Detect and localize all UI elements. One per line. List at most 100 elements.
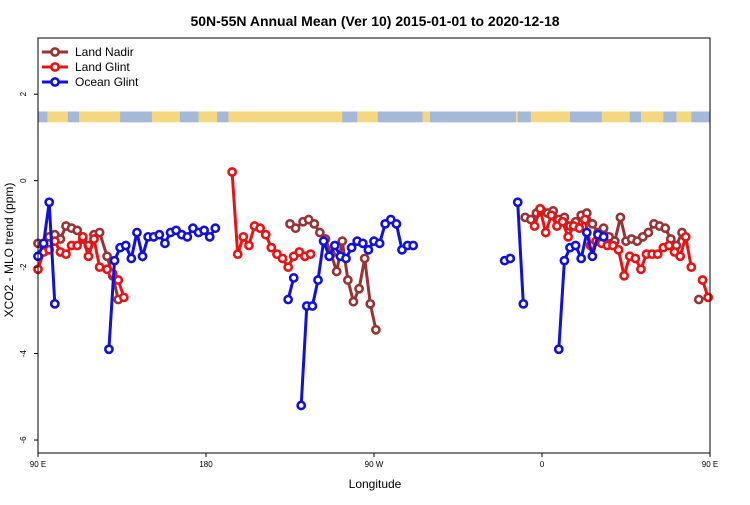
data-point-ocean-glint <box>283 294 294 305</box>
data-point-ocean-glint <box>505 253 516 264</box>
data-point-land-glint <box>563 231 574 242</box>
data-point-ocean-glint <box>199 225 210 236</box>
landmask-ocean <box>67 111 80 123</box>
series-land-glint <box>33 167 714 303</box>
data-point-land-nadir <box>331 266 342 277</box>
series-line-land-nadir <box>289 217 378 331</box>
data-point-land-glint <box>613 244 624 255</box>
x-tick-label: 0 <box>540 460 545 469</box>
data-point-ocean-glint <box>154 229 165 240</box>
landmask-ocean <box>517 111 531 123</box>
series-line-ocean-glint <box>516 202 525 304</box>
series-ocean-glint <box>33 197 609 411</box>
series-line-ocean-glint <box>36 202 57 304</box>
x-tick-label: 90 E <box>702 460 718 469</box>
legend-marker <box>50 77 60 87</box>
data-point-land-glint <box>636 264 646 275</box>
data-point-land-glint <box>83 251 94 262</box>
data-point-land-glint <box>113 275 124 285</box>
landmask-land <box>38 111 710 123</box>
data-point-land-nadir <box>102 251 112 262</box>
data-point-land-nadir <box>365 298 376 309</box>
data-point-land-glint <box>546 210 557 221</box>
landmask-ocean <box>691 111 710 123</box>
landmask-ocean <box>179 111 199 123</box>
data-point-land-glint <box>619 270 630 281</box>
data-point-ocean-glint <box>324 251 335 262</box>
data-point-land-glint <box>675 251 686 262</box>
data-point-ocean-glint <box>126 253 137 264</box>
data-point-land-nadir <box>94 227 105 238</box>
data-point-ocean-glint <box>357 238 368 249</box>
data-point-land-glint <box>697 275 708 285</box>
data-point-ocean-glint <box>307 301 318 311</box>
data-point-land-glint <box>283 262 294 273</box>
x-axis-label: Longitude <box>349 477 402 491</box>
data-point-ocean-glint <box>518 298 529 309</box>
data-point-land-glint <box>574 223 585 234</box>
data-point-land-nadir <box>342 275 353 285</box>
data-point-ocean-glint <box>570 240 581 251</box>
data-point-land-nadir <box>290 223 301 234</box>
data-point-land-glint <box>118 292 129 303</box>
landmask-ocean <box>38 111 48 123</box>
data-point-land-nadir <box>354 283 364 294</box>
legend-marker <box>50 62 60 72</box>
data-point-land-glint <box>61 249 71 260</box>
data-point-land-glint <box>557 216 568 227</box>
data-point-ocean-glint <box>346 242 357 253</box>
data-point-land-glint <box>266 242 277 253</box>
data-point-land-glint <box>580 214 590 225</box>
series-line-ocean-glint <box>557 232 605 350</box>
data-point-ocean-glint <box>408 240 419 251</box>
data-point-ocean-glint <box>374 238 385 249</box>
data-point-land-nadir <box>660 223 671 234</box>
data-point-land-glint <box>686 262 697 273</box>
data-point-ocean-glint <box>576 253 587 264</box>
landmask-ocean <box>217 111 229 123</box>
data-point-ocean-glint <box>598 231 609 242</box>
legend-label: Ocean Glint <box>75 75 139 89</box>
data-point-land-nadir <box>309 218 320 229</box>
data-point-land-nadir <box>587 218 598 229</box>
series-layer <box>33 167 714 411</box>
data-point-land-nadir <box>314 227 325 238</box>
data-point-land-glint <box>244 240 254 251</box>
data-point-ocean-glint <box>296 400 307 411</box>
landmask-band <box>38 111 710 123</box>
data-point-land-glint <box>652 249 663 260</box>
data-point-land-glint <box>305 249 316 260</box>
data-point-ocean-glint <box>391 218 402 229</box>
x-axis-ticks: 90 E 180 90 W 0 90 E <box>30 453 718 469</box>
data-point-ocean-glint <box>553 344 564 355</box>
data-point-land-nadir <box>615 212 626 223</box>
data-point-land-nadir <box>359 253 370 264</box>
y-axis-ticks: 2 0 -2 -4 -6 <box>19 91 38 444</box>
data-point-ocean-glint <box>210 223 221 234</box>
landmask-ocean <box>629 111 641 123</box>
data-point-land-glint <box>680 231 691 242</box>
series-line-ocean-glint <box>299 217 414 406</box>
chart-title: 50N-55N Annual Mean (Ver 10) 2015-01-01 … <box>190 13 559 29</box>
data-point-land-nadir <box>370 324 381 335</box>
data-point-ocean-glint <box>318 236 329 247</box>
legend-label: Land Nadir <box>75 45 134 59</box>
data-point-ocean-glint <box>44 197 55 208</box>
data-point-land-glint <box>630 253 641 264</box>
data-point-ocean-glint <box>38 238 49 249</box>
data-point-ocean-glint <box>512 197 523 208</box>
data-point-land-glint <box>540 227 551 238</box>
legend-item-land-nadir: Land Nadir <box>42 45 134 59</box>
data-point-ocean-glint <box>160 238 170 249</box>
y-axis-label: XCO2 - MLO trend (ppm) <box>2 183 16 318</box>
data-point-land-nadir <box>72 225 83 236</box>
landmask-ocean <box>430 111 516 123</box>
data-point-land-nadir <box>598 223 609 234</box>
data-point-ocean-glint <box>132 227 142 238</box>
y-tick-label: -6 <box>19 436 28 444</box>
data-point-ocean-glint <box>587 251 598 262</box>
legend-label: Land Glint <box>75 60 130 74</box>
landmask-ocean <box>120 111 152 123</box>
series-land-nadir <box>33 206 704 335</box>
